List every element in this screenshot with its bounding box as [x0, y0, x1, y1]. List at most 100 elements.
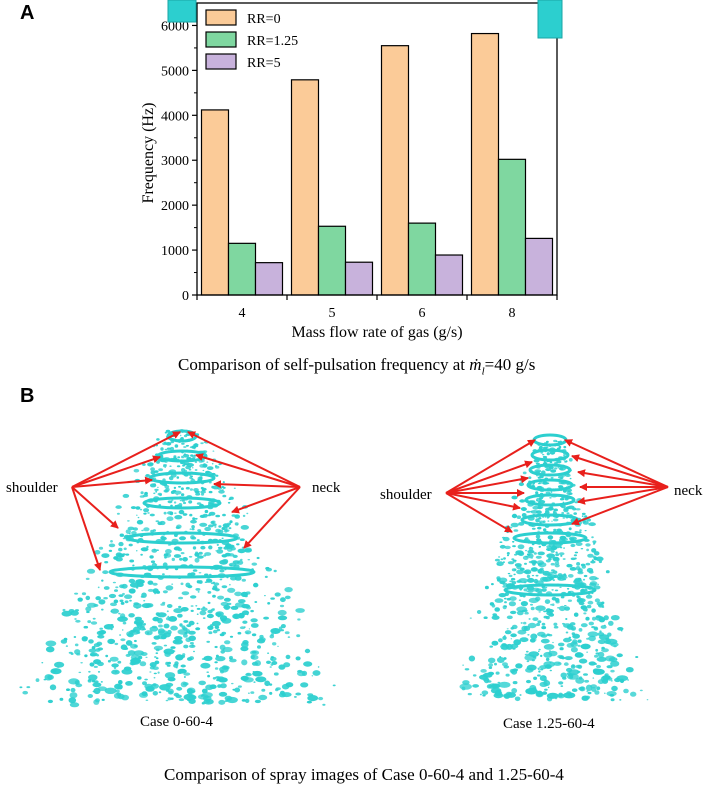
droplet: [538, 650, 540, 652]
droplet: [591, 626, 595, 629]
droplet: [231, 682, 234, 685]
droplet: [122, 493, 130, 498]
droplet: [158, 691, 162, 694]
droplet: [149, 662, 157, 668]
droplet: [559, 647, 564, 651]
droplet: [165, 682, 174, 687]
droplet: [479, 693, 482, 696]
droplet: [543, 460, 546, 463]
droplet: [97, 634, 105, 639]
droplet: [580, 563, 586, 567]
droplet: [270, 656, 274, 659]
nozzle: [167, 0, 197, 23]
droplet: [218, 489, 225, 494]
droplet: [178, 698, 185, 702]
droplet: [497, 681, 501, 684]
droplet: [240, 591, 248, 598]
droplet: [619, 678, 625, 684]
droplet: [559, 543, 563, 546]
droplet: [552, 530, 557, 533]
droplet: [177, 613, 183, 618]
droplet: [191, 457, 196, 460]
droplet: [532, 505, 539, 510]
chart-caption: Comparison of self-pulsation frequency a…: [178, 355, 535, 377]
droplet: [173, 663, 179, 668]
droplet: [153, 470, 159, 473]
droplet: [236, 543, 240, 546]
droplet: [211, 463, 214, 465]
droplet: [535, 516, 538, 518]
droplet: [530, 470, 533, 472]
droplet: [205, 514, 208, 516]
droplet: [179, 536, 186, 541]
droplet: [619, 699, 622, 701]
droplet: [186, 449, 189, 451]
droplet: [188, 698, 196, 704]
droplet: [114, 642, 119, 646]
droplet: [563, 507, 569, 511]
droplet: [562, 676, 567, 680]
droplet: [166, 664, 171, 667]
droplet: [173, 486, 177, 489]
droplet: [207, 591, 212, 594]
droplet: [543, 503, 547, 506]
droplet: [494, 558, 500, 562]
droplet: [153, 455, 156, 458]
droplet: [585, 543, 591, 547]
droplet: [215, 550, 218, 552]
droplet: [217, 676, 225, 682]
droplet: [533, 676, 538, 680]
droplet: [174, 504, 178, 508]
droplet: [201, 487, 207, 491]
droplet: [597, 651, 605, 658]
droplet: [180, 564, 188, 569]
droplet: [537, 476, 540, 479]
droplet: [155, 657, 159, 660]
droplet: [564, 656, 573, 661]
droplet: [110, 628, 113, 631]
droplet: [98, 599, 106, 605]
droplet: [89, 662, 95, 667]
droplet: [173, 692, 180, 697]
droplet: [62, 608, 66, 612]
droplet: [535, 518, 540, 523]
droplet: [200, 607, 208, 612]
droplet: [199, 450, 206, 454]
droplet: [279, 604, 285, 608]
droplet: [562, 489, 567, 493]
droplet: [220, 683, 227, 689]
droplet: [160, 536, 167, 540]
droplet: [198, 531, 202, 534]
droplet: [540, 451, 544, 454]
droplet: [545, 586, 548, 589]
droplet: [144, 683, 154, 690]
droplet: [585, 616, 590, 621]
droplet: [173, 554, 182, 558]
droplet: [527, 622, 537, 629]
droplet: [114, 670, 118, 673]
droplet: [546, 692, 559, 699]
droplet: [191, 528, 195, 531]
droplet: [549, 466, 554, 470]
droplet: [553, 574, 558, 578]
droplet: [224, 640, 231, 645]
droplet: [265, 567, 270, 570]
droplet: [459, 683, 472, 690]
droplet: [184, 469, 187, 473]
droplet: [593, 670, 601, 675]
droplet: [573, 512, 577, 515]
droplet: [183, 676, 186, 678]
droplet: [122, 537, 126, 540]
droplet: [87, 694, 94, 698]
droplet: [505, 673, 510, 677]
droplet: [535, 588, 543, 593]
droplet: [97, 647, 104, 651]
droplet: [88, 639, 94, 644]
droplet: [557, 642, 565, 647]
droplet: [595, 558, 598, 560]
droplet: [247, 559, 251, 561]
droplet: [263, 616, 269, 620]
droplet: [554, 445, 557, 447]
droplet: [525, 650, 529, 653]
droplet: [543, 461, 547, 465]
